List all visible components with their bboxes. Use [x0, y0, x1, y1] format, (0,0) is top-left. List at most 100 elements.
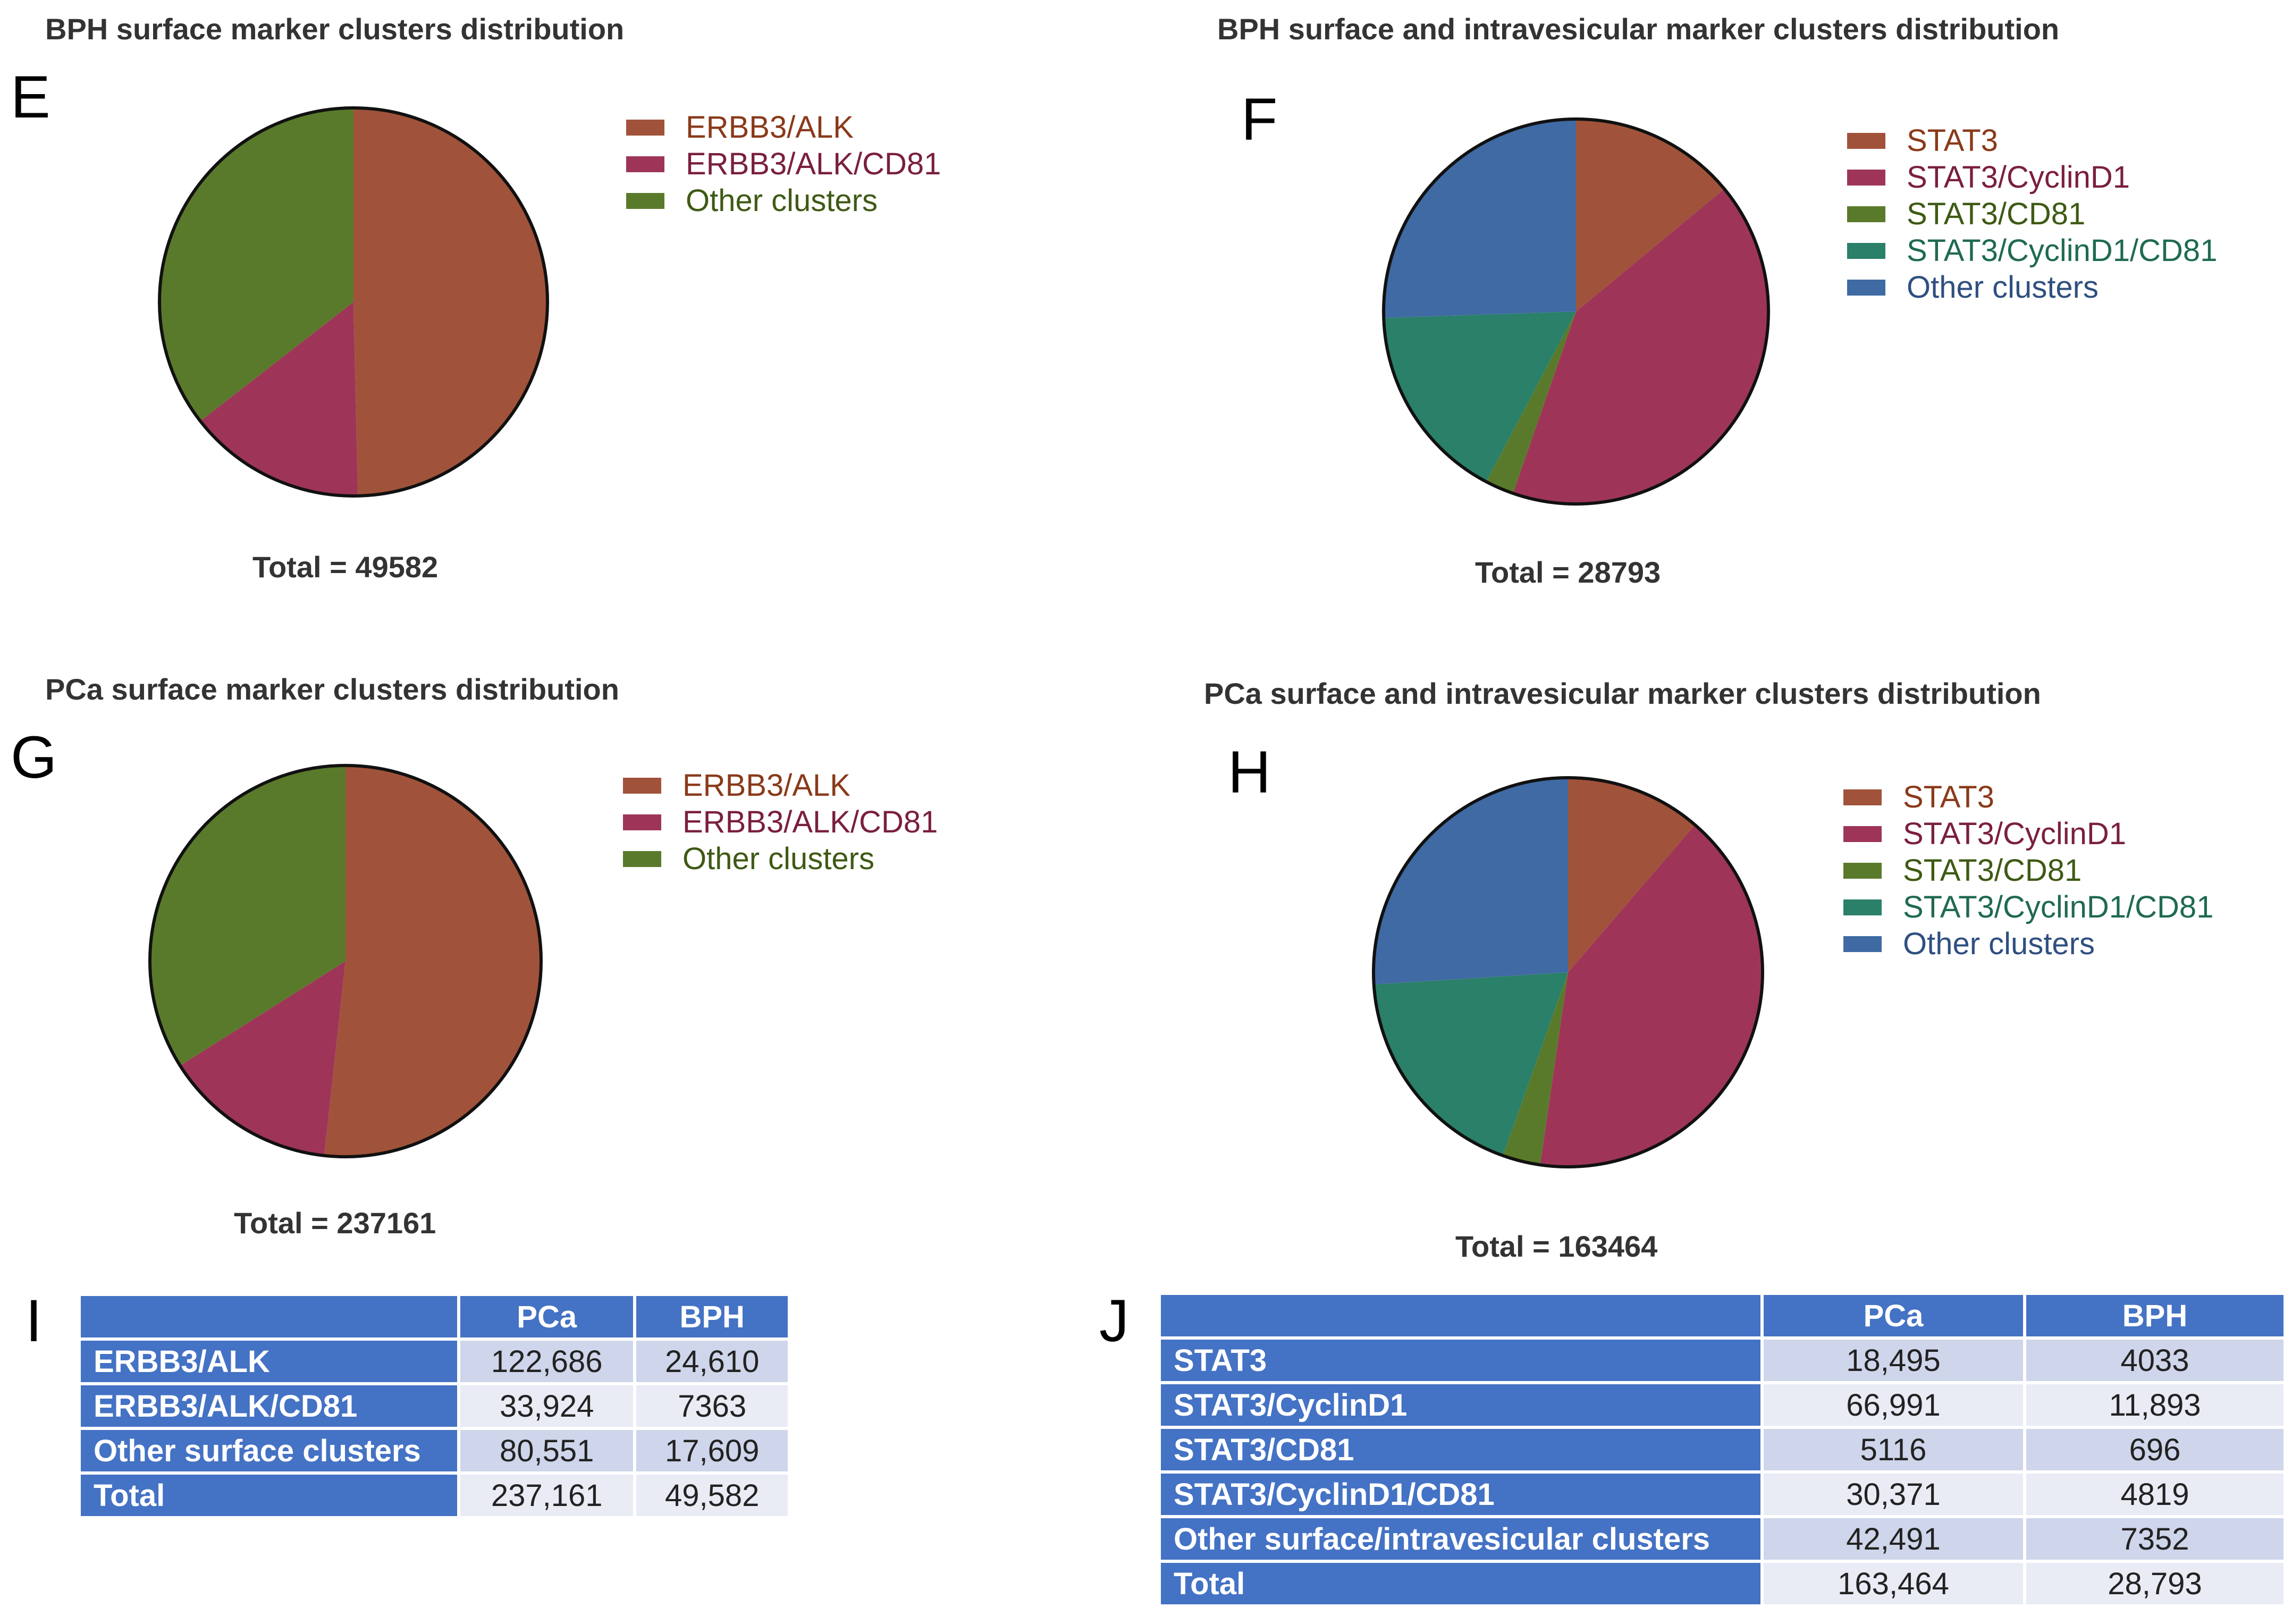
- pie-slice-other-clusters: [149, 765, 346, 1066]
- legend-item: STAT3: [1847, 122, 2217, 159]
- panel-i-letter: I: [26, 1288, 43, 1354]
- cell-pca: 66,991: [1764, 1384, 2023, 1426]
- pie-slice-stat3-cyclind1-cd81: [1373, 972, 1568, 1156]
- legend-label: Other clusters: [1903, 927, 2095, 961]
- legend-label: Other clusters: [1907, 270, 2099, 305]
- cell-bph: 7352: [2026, 1518, 2283, 1560]
- legend-item: STAT3/CyclinD1: [1843, 815, 2213, 852]
- cell-pca: 33,924: [460, 1385, 634, 1427]
- panel-f-title: BPH surface and intravesicular marker cl…: [1217, 12, 2060, 46]
- cell-pca: 30,371: [1764, 1474, 2023, 1515]
- pie-slice-other-clusters: [1373, 778, 1568, 985]
- table-j-corner: [1161, 1295, 1760, 1336]
- legend-label: STAT3: [1907, 123, 1998, 158]
- legend-label: ERBB3/ALK/CD81: [686, 147, 941, 181]
- pie-slice-stat3: [1568, 778, 1695, 972]
- cell-bph: 4819: [2026, 1474, 2283, 1515]
- cell-bph: 17,609: [636, 1430, 788, 1471]
- pie-slice-other-clusters: [1384, 119, 1576, 318]
- table-row: Total 163,464 28,793: [1161, 1563, 2283, 1604]
- legend-item: ERBB3/ALK: [623, 767, 938, 804]
- cell-pca: 237,161: [460, 1475, 634, 1516]
- legend-label: STAT3/CyclinD1: [1907, 160, 2130, 195]
- total-h: Total = 163464: [1455, 1230, 1658, 1263]
- panel-g-title: PCa surface marker clusters distribution: [45, 672, 619, 706]
- legend-label: STAT3/CyclinD1/CD81: [1907, 233, 2218, 268]
- row-label: STAT3/CyclinD1: [1161, 1384, 1760, 1426]
- legend-swatch: [1843, 936, 1882, 952]
- table-row: ERBB3/ALK/CD81 33,924 7363: [81, 1385, 788, 1427]
- legend-swatch: [623, 777, 661, 794]
- legend-swatch: [626, 156, 664, 172]
- table-row: Other surface/intravesicular clusters 42…: [1161, 1518, 2283, 1560]
- panel-f-letter: F: [1241, 86, 1278, 153]
- legend-swatch: [626, 192, 664, 209]
- pie-slice-erbb3-alk-cd81: [200, 302, 358, 497]
- legend-swatch: [1843, 862, 1882, 879]
- legend-item: STAT3/CyclinD1: [1847, 159, 2217, 196]
- table-i: PCa BPH ERBB3/ALK 122,686 24,610 ERBB3/A…: [78, 1293, 791, 1519]
- table-row: Total 237,161 49,582: [81, 1475, 788, 1516]
- legend-swatch: [1843, 789, 1882, 805]
- panel-h-letter: H: [1228, 739, 1271, 805]
- table-row: ERBB3/ALK 122,686 24,610: [81, 1341, 788, 1382]
- legend-swatch: [1847, 132, 1885, 149]
- legend-label: Other clusters: [686, 183, 878, 218]
- row-label: ERBB3/ALK/CD81: [81, 1385, 457, 1427]
- legend-label: STAT3/CyclinD1: [1903, 817, 2127, 851]
- table-row: STAT3/CD81 5116 696: [1161, 1429, 2283, 1470]
- table-row: STAT3/CyclinD1/CD81 30,371 4819: [1161, 1474, 2283, 1515]
- legend-label: STAT3: [1903, 780, 1994, 814]
- cell-bph: 4033: [2026, 1340, 2283, 1381]
- pie-outline: [148, 764, 543, 1158]
- legend-item: STAT3/CyclinD1/CD81: [1843, 889, 2213, 925]
- legend-item: Other clusters: [1847, 269, 2217, 306]
- pie-outline: [1372, 776, 1764, 1168]
- row-label: ERBB3/ALK: [81, 1341, 457, 1382]
- total-f: Total = 28793: [1475, 556, 1661, 589]
- legend-label: ERBB3/ALK/CD81: [682, 805, 938, 839]
- pie-slice-stat3-cd81: [1486, 312, 1576, 494]
- cell-pca: 122,686: [460, 1341, 634, 1382]
- legend-label: ERBB3/ALK: [686, 110, 854, 145]
- cell-pca: 18,495: [1764, 1340, 2023, 1381]
- legend-f: STAT3 STAT3/CyclinD1 STAT3/CD81 STAT3/Cycli…: [1847, 122, 2217, 306]
- legend-item: Other clusters: [626, 182, 941, 219]
- table-row: STAT3/CyclinD1 66,991 11,893: [1161, 1384, 2283, 1426]
- table-j-col-bph: BPH: [2026, 1295, 2283, 1336]
- legend-label: ERBB3/ALK: [682, 768, 850, 803]
- panel-j-letter: J: [1099, 1288, 1129, 1354]
- legend-label: Other clusters: [682, 842, 874, 876]
- legend-label: STAT3/CD81: [1907, 197, 2086, 231]
- legend-swatch: [1847, 279, 1885, 296]
- panel-e-title: BPH surface marker clusters distribution: [45, 12, 625, 46]
- row-label: Other surface clusters: [81, 1430, 457, 1471]
- pie-slice-erbb3-alk: [353, 108, 548, 496]
- legend-item: STAT3/CyclinD1/CD81: [1847, 232, 2217, 269]
- legend-swatch: [1843, 899, 1882, 915]
- panel-g-letter: G: [11, 724, 57, 790]
- legend-swatch: [626, 119, 664, 136]
- legend-item: STAT3: [1843, 779, 2213, 815]
- legend-item: STAT3/CD81: [1843, 852, 2213, 889]
- table-row: STAT3 18,495 4033: [1161, 1340, 2283, 1381]
- cell-bph: 7363: [636, 1385, 788, 1427]
- legend-e: ERBB3/ALK ERBB3/ALK/CD81 Other clusters: [626, 109, 941, 219]
- panel-e-letter: E: [11, 64, 50, 130]
- legend-swatch: [1847, 242, 1885, 259]
- row-label: STAT3/CD81: [1161, 1429, 1760, 1470]
- legend-item: ERBB3/ALK: [626, 109, 941, 146]
- table-row: Other surface clusters 80,551 17,609: [81, 1430, 788, 1471]
- legend-label: STAT3/CyclinD1/CD81: [1903, 890, 2214, 924]
- legend-swatch: [623, 814, 661, 830]
- row-label: STAT3: [1161, 1340, 1760, 1381]
- cell-bph: 11,893: [2026, 1384, 2283, 1426]
- total-e: Total = 49582: [252, 550, 439, 584]
- pie-slice-stat3: [1576, 119, 1725, 312]
- cell-bph: 49,582: [636, 1475, 788, 1516]
- row-label: STAT3/CyclinD1/CD81: [1161, 1474, 1760, 1515]
- pie-slice-stat3-cyclind1: [1513, 189, 1768, 504]
- table-i-col-pca: PCa: [460, 1296, 634, 1337]
